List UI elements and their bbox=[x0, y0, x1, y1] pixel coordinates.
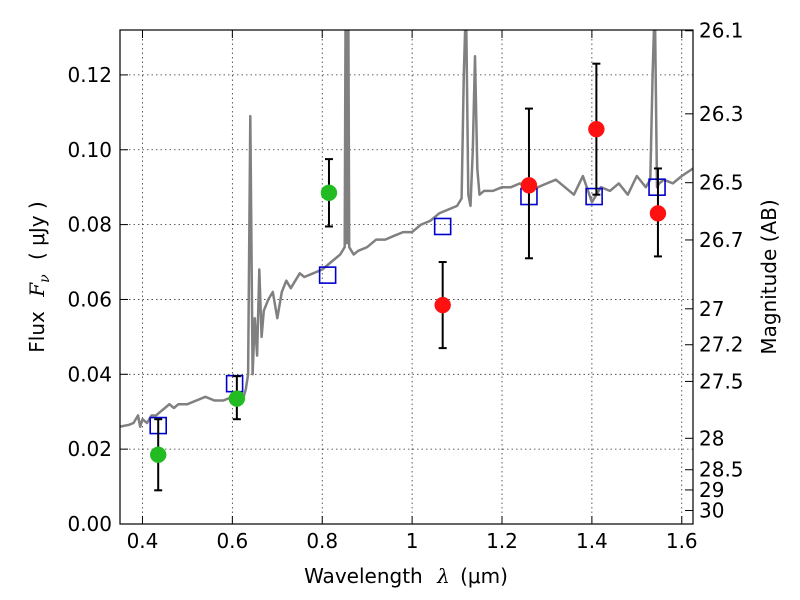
plot-frame bbox=[119, 29, 694, 525]
y-axis-label-unit: ( μJy ) bbox=[25, 201, 49, 260]
y-axis-label-subscript: ν bbox=[37, 274, 53, 283]
red-point-0 bbox=[434, 296, 451, 314]
y2-tick-label-2: 26.5 bbox=[699, 171, 744, 195]
axis-ticks: 0.4 0.6 0.8 1 1.2 1.4 1.6 0.00 0.02 0.04 0.06 0.08 0… bbox=[67, 19, 743, 553]
x-tick-label-6: 1.6 bbox=[666, 529, 698, 553]
x-tick-label-0: 0.4 bbox=[127, 529, 159, 553]
x-axis-label-prefix: Wavelength bbox=[304, 564, 423, 588]
x-axis-label-symbol: λ bbox=[436, 564, 450, 588]
plot-area bbox=[120, 30, 693, 492]
y-axis-label-prefix: Flux bbox=[25, 311, 49, 353]
y2-tick-label-5: 27.2 bbox=[699, 333, 744, 357]
x-tick-label-2: 0.8 bbox=[306, 529, 338, 553]
red-point-2 bbox=[588, 120, 605, 138]
model-square-5 bbox=[585, 187, 603, 206]
y2-axis-label: Magnitude (AB) bbox=[757, 199, 781, 354]
green-point-2 bbox=[320, 184, 338, 202]
y2-tick-label-9: 29 bbox=[699, 478, 724, 502]
y-tick-label-4: 0.08 bbox=[67, 213, 112, 237]
model-square-3 bbox=[433, 217, 452, 236]
y-axis-label-symbol: F bbox=[25, 282, 49, 298]
y-axis-label: Flux Fν ( μJy ) bbox=[25, 201, 54, 352]
y-tick-label-5: 0.10 bbox=[67, 138, 112, 162]
y-tick-label-1: 0.02 bbox=[67, 437, 112, 461]
grid bbox=[120, 30, 693, 525]
y2-tick-label-7: 28 bbox=[699, 426, 724, 450]
y-tick-label-2: 0.04 bbox=[67, 362, 112, 386]
y2-tick-label-8: 28.5 bbox=[699, 458, 744, 482]
y-tick-label-3: 0.06 bbox=[67, 287, 112, 311]
y-tick-label-0: 0.00 bbox=[67, 512, 112, 536]
y-tick-label-6: 0.12 bbox=[67, 63, 112, 87]
x-tick-label-5: 1.4 bbox=[576, 529, 608, 553]
model-square-1 bbox=[225, 374, 244, 393]
red-point-1 bbox=[520, 177, 538, 194]
x-axis-label-unit: (μm) bbox=[460, 564, 508, 588]
y2-tick-label-4: 27 bbox=[699, 297, 724, 321]
y2-tick-label-1: 26.3 bbox=[699, 102, 744, 126]
model-spectrum-line bbox=[120, 30, 693, 428]
green-point-1 bbox=[228, 390, 246, 407]
x-axis-label: Wavelength λ (μm) bbox=[304, 564, 508, 588]
green-point-0 bbox=[149, 446, 167, 464]
x-tick-label-4: 1.2 bbox=[486, 529, 518, 553]
y2-tick-label-3: 26.7 bbox=[699, 228, 744, 252]
y2-tick-label-10: 30 bbox=[699, 499, 724, 523]
model-square-2 bbox=[318, 266, 337, 284]
red-point-3 bbox=[649, 205, 667, 222]
y2-tick-label-6: 27.5 bbox=[699, 369, 744, 393]
x-tick-label-1: 0.6 bbox=[216, 529, 248, 553]
y2-tick-label-0: 26.1 bbox=[699, 19, 744, 43]
x-tick-label-3: 1 bbox=[406, 529, 419, 553]
